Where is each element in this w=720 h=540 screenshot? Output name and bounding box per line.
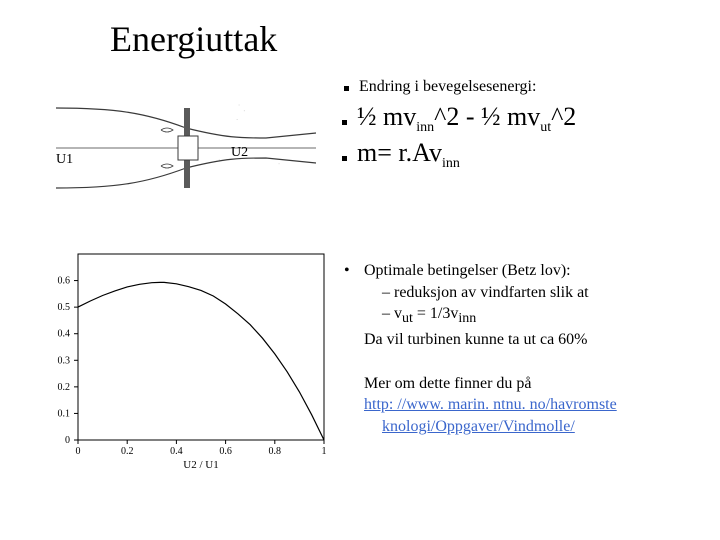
opt-head: Optimale betingelser (Betz lov): (364, 260, 589, 282)
equations-block: Endring i bevegelsesenergi: ½ mvinn^2 - … (336, 78, 720, 218)
svg-text:0: 0 (65, 435, 70, 446)
more-info: Mer om dette finner du på http: //www. m… (344, 373, 700, 438)
bullet-dot-icon (344, 86, 349, 91)
bullet-icon (344, 260, 358, 351)
svg-text:0.5: 0.5 (58, 302, 71, 313)
svg-text:0.4: 0.4 (58, 329, 71, 340)
kinetic-energy-text: Endring i bevegelsesenergi: (359, 78, 536, 96)
svg-text:0: 0 (76, 446, 81, 457)
eq1-b: ^2 - ½ mv (434, 102, 540, 131)
svg-text:0.6: 0.6 (58, 276, 71, 287)
more-intro: Mer om dette finner du på (364, 373, 700, 395)
eq1-a: ½ mv (357, 102, 416, 131)
optimal-conditions: Optimale betingelser (Betz lov): reduksj… (344, 260, 700, 351)
opt-line-1: reduksjon av vindfarten slik at (364, 282, 589, 304)
upper-row: U1U2 Endring i bevegelsesenergi: ½ mvinn… (0, 78, 720, 218)
turbine-diagram: U1 U2 (36, 78, 336, 218)
svg-text:U1: U1 (56, 152, 73, 167)
eq1-sub2: ut (540, 120, 551, 135)
svg-text:U2 / U1: U2 / U1 (183, 459, 218, 471)
equation-1: ½ mvinn^2 - ½ mvut^2 (342, 102, 720, 136)
lower-row: 0 0.1 0.2 0.3 0.4 0.5 0.6 0 0.2 0.4 0.6 0.8 1 U2 / U1… (0, 242, 720, 472)
eq1-c: ^2 (551, 102, 576, 131)
reference-link[interactable]: http: //www. marin. ntnu. no/havromste (364, 396, 617, 413)
svg-text:0.8: 0.8 (269, 446, 282, 457)
page-title: Energiuttak (0, 0, 720, 60)
opt-line-2: vut = 1/3vinn (364, 303, 589, 329)
reference-link-cont[interactable]: knologi/Oppgaver/Vindmolle/ (382, 418, 575, 435)
svg-text:1: 1 (322, 446, 327, 457)
bullet-dot-icon (342, 120, 347, 125)
svg-text:0.6: 0.6 (219, 446, 232, 457)
svg-text:0.4: 0.4 (170, 446, 183, 457)
equation-2: m= r.Avinn (342, 138, 720, 172)
eq2-a: m= r.Av (357, 138, 442, 167)
opt-tail: Da vil turbinen kunne ta ut ca 60% (364, 329, 589, 351)
svg-text:0.3: 0.3 (58, 355, 71, 366)
betz-text-block: Optimale betingelser (Betz lov): reduksj… (336, 242, 720, 472)
betz-chart: 0 0.1 0.2 0.3 0.4 0.5 0.6 0 0.2 0.4 0.6 0.8 1 U2 / U1 (36, 242, 336, 472)
kinetic-energy-label: Endring i bevegelsesenergi: (344, 78, 720, 96)
svg-text:0.2: 0.2 (58, 382, 71, 393)
eq1-sub1: inn (416, 120, 434, 135)
svg-text:U2: U2 (231, 145, 248, 160)
bullet-dot-icon (342, 156, 347, 161)
eq2-sub: inn (442, 156, 460, 171)
svg-text:0.2: 0.2 (121, 446, 134, 457)
svg-text:0.1: 0.1 (58, 408, 71, 419)
